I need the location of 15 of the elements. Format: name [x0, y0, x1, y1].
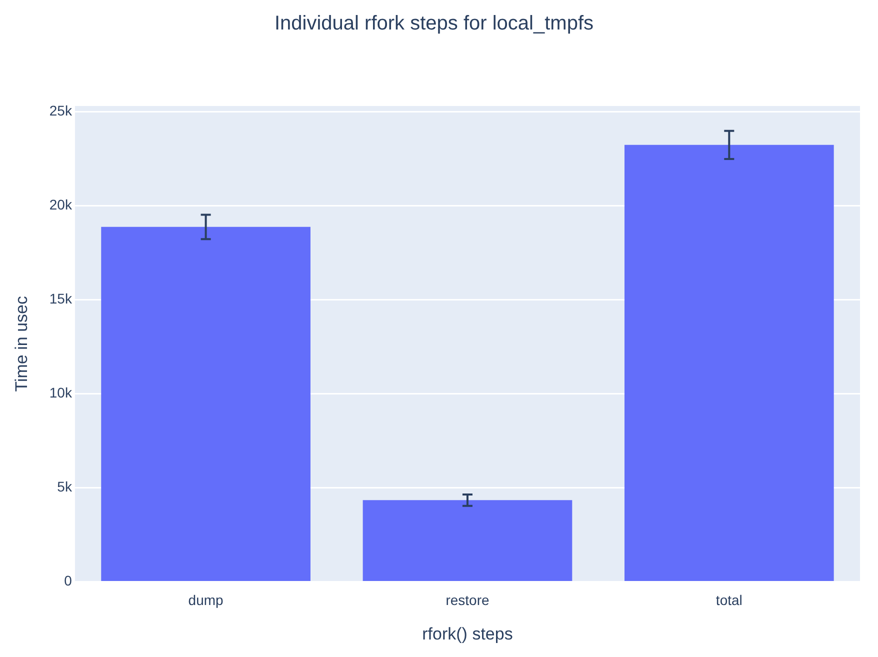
y-tick-label: 20k	[49, 196, 73, 213]
y-axis-title: Time in usec	[12, 296, 31, 392]
x-tick-label: restore	[446, 592, 490, 608]
chart-title: Individual rfork steps for local_tmpfs	[274, 12, 594, 35]
y-tick-label: 25k	[49, 102, 73, 118]
x-tick-label: total	[716, 592, 742, 608]
y-tick-label: 15k	[49, 290, 73, 307]
y-tick-label: 5k	[57, 478, 73, 495]
x-axis-title: rfork() steps	[422, 624, 513, 644]
y-tick-label: 0	[64, 572, 72, 589]
bar	[362, 500, 572, 582]
y-tick-label: 10k	[49, 384, 73, 401]
bar	[624, 144, 834, 582]
x-tick-label: dump	[188, 592, 224, 608]
bar	[101, 226, 310, 582]
